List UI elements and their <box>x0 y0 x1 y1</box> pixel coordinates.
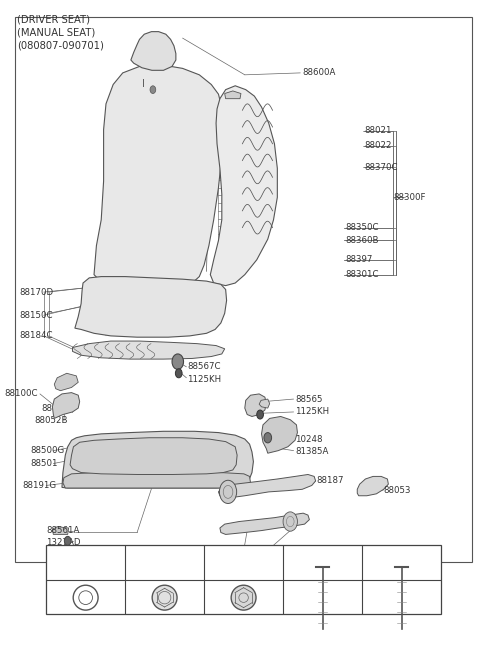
Text: 88301C: 88301C <box>345 270 379 279</box>
Polygon shape <box>259 399 270 408</box>
Text: 88565: 88565 <box>295 395 323 404</box>
Circle shape <box>175 369 182 378</box>
Text: 88500G: 88500G <box>30 446 65 455</box>
Text: 88360B: 88360B <box>345 236 379 245</box>
Text: 88370C: 88370C <box>364 163 398 171</box>
Polygon shape <box>131 32 176 70</box>
Text: 88021: 88021 <box>364 127 392 136</box>
Text: 88052B: 88052B <box>34 417 68 426</box>
Text: 88053: 88053 <box>384 486 411 495</box>
Text: 1125KH: 1125KH <box>295 408 329 417</box>
Text: 88904A: 88904A <box>269 545 302 554</box>
Text: 1249GB: 1249GB <box>305 557 340 567</box>
Text: 88170D: 88170D <box>19 287 53 297</box>
Text: 1125KH: 1125KH <box>187 375 221 384</box>
Text: 88187: 88187 <box>317 477 344 485</box>
Text: 1310CA: 1310CA <box>148 557 181 567</box>
Text: 88191G: 88191G <box>22 481 56 490</box>
Text: 88157: 88157 <box>245 545 272 554</box>
Circle shape <box>257 410 264 419</box>
Text: (MANUAL SEAT): (MANUAL SEAT) <box>17 28 96 37</box>
Text: 88501: 88501 <box>30 459 58 468</box>
Text: 88561A: 88561A <box>46 526 80 535</box>
Circle shape <box>150 86 156 94</box>
Text: 88300F: 88300F <box>393 193 426 202</box>
Text: 88100C: 88100C <box>4 390 38 399</box>
Text: (080807-090701): (080807-090701) <box>17 41 104 50</box>
Text: 88350C: 88350C <box>345 223 379 232</box>
Polygon shape <box>357 476 388 495</box>
Text: 88184C: 88184C <box>19 331 52 340</box>
Text: 81385A: 81385A <box>295 448 328 457</box>
Ellipse shape <box>231 585 256 610</box>
Polygon shape <box>52 526 69 534</box>
Polygon shape <box>62 432 253 488</box>
Text: 88600A: 88600A <box>302 68 336 78</box>
Bar <box>46 545 441 614</box>
Text: (DRIVER SEAT): (DRIVER SEAT) <box>17 15 90 25</box>
Text: 88022: 88022 <box>364 141 392 151</box>
Polygon shape <box>262 417 298 453</box>
Polygon shape <box>70 438 237 474</box>
Text: 88397: 88397 <box>345 255 372 264</box>
Polygon shape <box>54 373 78 391</box>
Circle shape <box>264 433 272 443</box>
Circle shape <box>219 480 237 503</box>
Bar <box>15 17 472 561</box>
Circle shape <box>283 512 298 531</box>
Polygon shape <box>220 513 310 534</box>
Ellipse shape <box>152 585 177 610</box>
Polygon shape <box>218 474 316 498</box>
Text: 88193C: 88193C <box>41 404 75 413</box>
Polygon shape <box>63 473 251 488</box>
Circle shape <box>64 536 71 545</box>
Polygon shape <box>72 341 225 359</box>
Polygon shape <box>75 276 227 337</box>
Polygon shape <box>245 394 266 417</box>
Text: 10248: 10248 <box>295 435 323 444</box>
Polygon shape <box>94 65 222 289</box>
Text: 88567C: 88567C <box>187 362 221 371</box>
Polygon shape <box>210 86 277 286</box>
Text: I: I <box>142 79 145 90</box>
Circle shape <box>172 354 183 370</box>
Text: 1339CC: 1339CC <box>227 557 261 567</box>
Text: 1327AD: 1327AD <box>46 537 81 547</box>
Text: 88150C: 88150C <box>19 311 52 320</box>
Polygon shape <box>52 393 80 419</box>
Polygon shape <box>225 91 241 99</box>
Text: 1123LE: 1123LE <box>385 557 418 567</box>
Text: 47121C: 47121C <box>69 557 102 567</box>
